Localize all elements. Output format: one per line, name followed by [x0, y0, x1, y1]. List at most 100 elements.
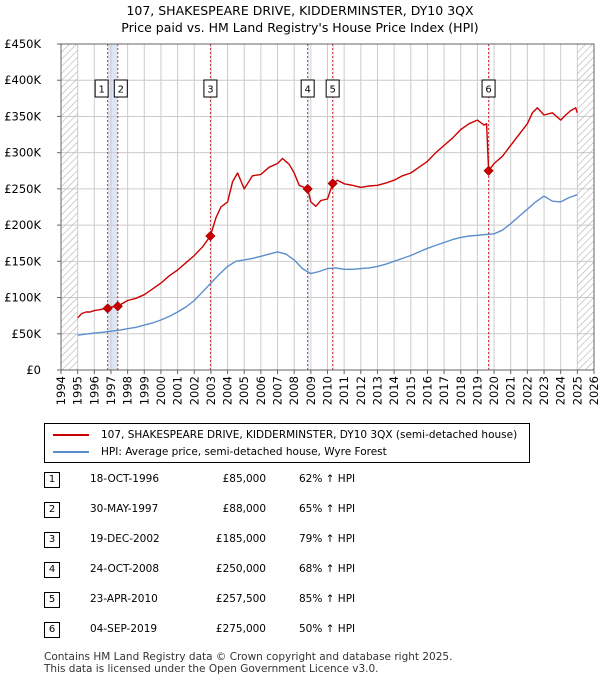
sale-period-shade [107, 44, 118, 370]
hpi-line-swatch [53, 451, 89, 453]
sale-label-number: 1 [98, 85, 104, 96]
sale-label-box [325, 79, 340, 98]
x-tick-label: 2001 [171, 376, 185, 405]
footer-attribution: Contains HM Land Registry data © Crown c… [44, 651, 452, 675]
sale-label-box [203, 79, 218, 98]
sale-label-box [94, 79, 109, 98]
x-tick-label: 2015 [404, 376, 418, 405]
sale-period-shade [332, 44, 334, 370]
x-tick-label: 2014 [387, 376, 401, 405]
sale-date: 23-APR-2010 [90, 593, 158, 605]
price-chart: 1 2 3 4 5 6 £0 £50K £100K £150K £200K £250K £300K £3… [4, 37, 600, 405]
sale-price: £275,000 [215, 623, 266, 635]
x-tick-label: 2013 [370, 376, 384, 405]
y-tick-label: £450K [4, 37, 41, 51]
sale-label-number: 4 [304, 85, 310, 96]
x-tick-label: 2005 [237, 376, 251, 405]
legend-hpi-label: HPI: Average price, semi-detached house,… [101, 446, 387, 458]
y-tick-label: £150K [4, 254, 41, 268]
sale-hpi-change: 50% ↑ HPI [299, 623, 356, 635]
sale-number-badge: 1 [44, 472, 60, 488]
sale-price: £185,000 [215, 533, 266, 545]
x-tick-label: 2002 [187, 376, 201, 405]
x-tick-label: 1995 [71, 376, 85, 405]
sale-hpi-change: 79% ↑ HPI [299, 533, 356, 545]
x-tick-label: 1998 [121, 376, 135, 405]
hatched-region-after-data [577, 44, 594, 370]
sale-point-marker [483, 165, 494, 176]
x-tick-label: 2017 [437, 376, 451, 405]
y-tick-label: £350K [4, 109, 41, 123]
hatched-region-before-data [61, 44, 78, 370]
x-tick-label: 1999 [137, 376, 151, 405]
sale-hpi-change: 85% ↑ HPI [299, 593, 356, 605]
x-tick-label: 2010 [321, 376, 335, 405]
x-tick-label: 2019 [470, 376, 484, 405]
sale-point-marker [205, 230, 216, 242]
sale-point-marker [112, 301, 123, 312]
x-tick-label: 2018 [454, 376, 468, 405]
x-tick-label: 2009 [304, 376, 318, 405]
sale-point-marker [327, 178, 338, 189]
x-tick-label: 2023 [537, 376, 551, 405]
y-tick-label: £50K [12, 327, 42, 341]
sale-price: £250,000 [215, 563, 266, 575]
sale-number-badge: 6 [44, 622, 60, 638]
y-tick-label: £250K [4, 182, 41, 196]
sale-label-number: 5 [329, 85, 335, 96]
sale-row: 5 23-APR-2010 £257,500 85% ↑ HPI [44, 592, 404, 610]
sale-date: 04-SEP-2019 [90, 623, 158, 635]
legend-property-label: 107, SHAKESPEARE DRIVE, KIDDERMINSTER, D… [101, 429, 518, 441]
sale-label-number: 6 [485, 85, 491, 96]
sale-label-box [481, 79, 496, 98]
x-tick-label: 2003 [204, 376, 218, 405]
y-tick-label: £0 [26, 363, 41, 377]
x-tick-label: 2025 [570, 376, 584, 405]
sale-number-badge: 2 [44, 502, 60, 518]
footer-line-1: Contains HM Land Registry data © Crown c… [44, 651, 453, 663]
y-tick-label: £200K [4, 218, 41, 232]
x-tick-label: 1996 [87, 376, 101, 405]
x-tick-label: 1994 [54, 376, 68, 405]
sale-row: 6 04-SEP-2019 £275,000 50% ↑ HPI [44, 622, 404, 640]
sale-number-badge: 5 [44, 592, 60, 608]
sale-row: 1 18-OCT-1996 £85,000 62% ↑ HPI [44, 472, 404, 490]
sale-number-badge: 3 [44, 532, 60, 548]
x-tick-label: 2022 [520, 376, 534, 405]
x-tick-label: 2024 [554, 376, 568, 405]
title-line-2: Price paid vs. HM Land Registry's House … [121, 20, 479, 35]
y-tick-label: £100K [4, 291, 41, 305]
property-line-swatch [53, 434, 89, 436]
sale-label-number: 2 [118, 85, 124, 96]
sale-hpi-change: 62% ↑ HPI [299, 473, 356, 485]
x-tick-label: 2016 [420, 376, 434, 405]
legend-item-hpi: HPI: Average price, semi-detached house,… [53, 444, 387, 460]
sale-period-shade [488, 44, 491, 370]
sale-price: £257,500 [215, 593, 266, 605]
x-tick-label: 2021 [504, 376, 518, 405]
legend: 107, SHAKESPEARE DRIVE, KIDDERMINSTER, D… [44, 423, 530, 463]
x-tick-label: 2011 [337, 376, 351, 405]
sale-label-number: 3 [207, 85, 213, 96]
chart-title: 107, SHAKESPEARE DRIVE, KIDDERMINSTER, D… [0, 2, 600, 36]
sale-row: 3 19-DEC-2002 £185,000 79% ↑ HPI [44, 532, 404, 550]
sale-row: 4 24-OCT-2008 £250,000 68% ↑ HPI [44, 562, 404, 580]
sale-row: 2 30-MAY-1997 £88,000 65% ↑ HPI [44, 502, 404, 520]
legend-item-property: 107, SHAKESPEARE DRIVE, KIDDERMINSTER, D… [53, 427, 517, 443]
x-tick-label: 2004 [221, 376, 235, 405]
sale-label-box [300, 79, 315, 98]
property-price-line [77, 107, 578, 319]
x-tick-label: 1997 [104, 376, 118, 405]
hpi-line [77, 194, 578, 336]
sale-point-marker [302, 183, 313, 194]
x-tick-label: 2012 [354, 376, 368, 405]
x-tick-label: 2007 [271, 376, 285, 405]
sale-point-marker [102, 303, 113, 314]
sale-date: 19-DEC-2002 [90, 533, 160, 545]
title-line-1: 107, SHAKESPEARE DRIVE, KIDDERMINSTER, D… [126, 3, 474, 18]
sale-number-badge: 4 [44, 562, 60, 578]
sale-price: £88,000 [222, 503, 266, 515]
sale-hpi-change: 68% ↑ HPI [299, 563, 356, 575]
x-tick-label: 2000 [154, 376, 168, 405]
y-tick-label: £400K [4, 73, 41, 87]
